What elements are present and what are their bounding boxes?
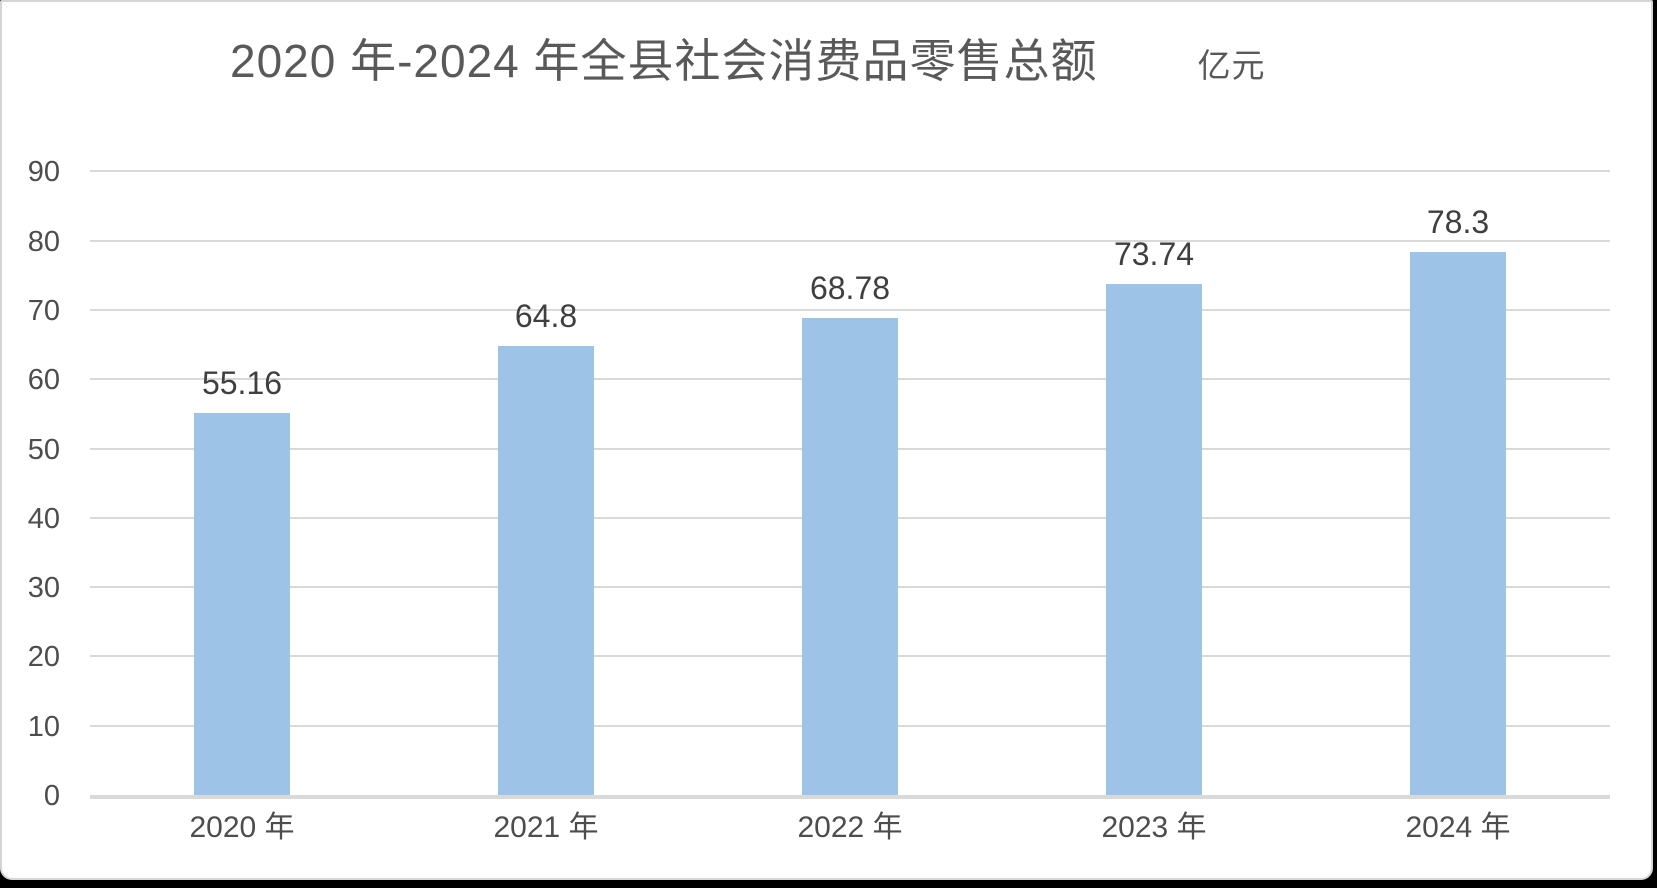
x-axis-category-label: 2021 年 [493, 811, 599, 844]
bar [194, 412, 290, 795]
bar-value-label: 78.3 [1426, 204, 1490, 241]
chart-title: 2020 年-2024 年全县社会消费品零售总额 亿元 [230, 30, 1266, 97]
bar-value-label: 73.74 [1113, 235, 1195, 272]
x-axis-category-label: 2024 年 [1405, 811, 1511, 844]
y-axis-tick-label: 40 [27, 502, 60, 535]
y-axis-tick-label: 60 [27, 364, 60, 397]
bar-value-label: 68.78 [809, 270, 891, 307]
bar [498, 345, 594, 795]
y-axis-tick-label: 80 [27, 225, 60, 258]
x-axis-category-label: 2023 年 [1101, 811, 1207, 844]
y-axis-tick-label: 10 [27, 710, 60, 743]
x-axis-category-label: 2022 年 [797, 811, 903, 844]
y-axis-tick-label: 20 [27, 641, 60, 674]
bar [802, 318, 898, 795]
chart-title-text: 2020 年-2024 年全县社会消费品零售总额 [230, 35, 1098, 87]
bar-value-label: 64.8 [514, 297, 578, 334]
gridline [90, 308, 1610, 311]
bar [1410, 252, 1506, 795]
gridline [90, 170, 1610, 173]
y-axis-tick-label: 30 [27, 572, 60, 605]
y-axis-tick-label: 0 [43, 780, 60, 812]
bar [1106, 283, 1202, 795]
y-axis-tick-label: 90 [27, 156, 60, 189]
x-axis-line [90, 795, 1610, 799]
chart-unit-label: 亿元 [1197, 47, 1266, 84]
y-axis-tick-label: 70 [27, 294, 60, 327]
y-axis-tick-label: 50 [27, 433, 60, 466]
x-axis-category-label: 2020 年 [189, 811, 295, 844]
gridline [90, 239, 1610, 242]
bar-value-label: 55.16 [201, 364, 283, 401]
